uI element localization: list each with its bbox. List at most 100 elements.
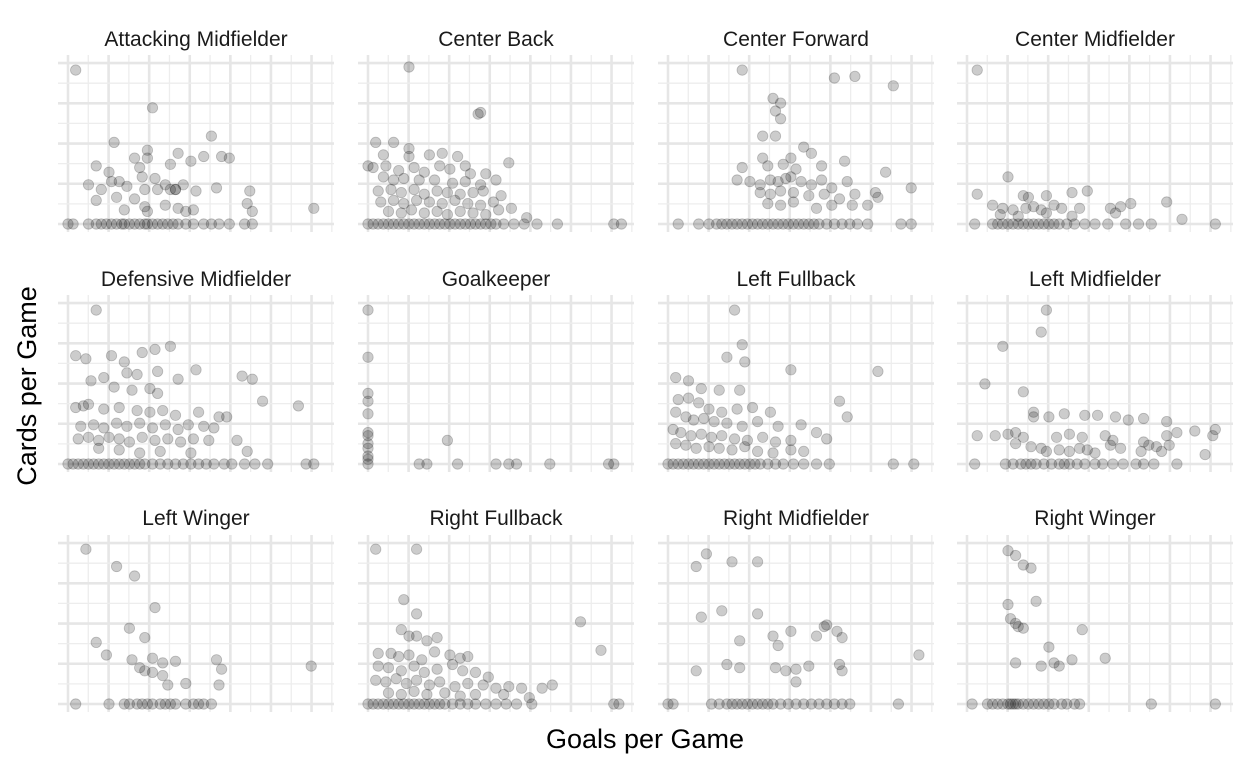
scatter-point (62, 458, 74, 470)
scatter-point (821, 433, 833, 445)
scatter-point (1012, 218, 1024, 230)
scatter-point (139, 631, 151, 644)
scatter-point (734, 384, 746, 396)
scatter-point (241, 445, 253, 457)
scatter-point (93, 434, 105, 446)
scatter-point (1043, 411, 1055, 423)
scatter-point (1017, 559, 1029, 571)
scatter-point (177, 458, 189, 470)
scatter-point (1097, 458, 1109, 470)
scatter-point (180, 205, 192, 217)
scatter-point (1102, 218, 1114, 230)
scatter-point (157, 404, 169, 417)
scatter-point (93, 458, 105, 470)
scatter-point (774, 113, 787, 125)
scatter-point (1025, 441, 1037, 453)
facet-title: Center Back (438, 28, 554, 51)
scatter-point (467, 207, 479, 219)
scatter-point (136, 346, 148, 359)
scatter-point (393, 218, 405, 230)
scatter-point (446, 698, 459, 710)
scatter-point (608, 458, 620, 470)
scatter-point (767, 92, 779, 105)
scatter-point (739, 356, 751, 368)
scatter-point (670, 406, 682, 418)
scatter-point (457, 665, 469, 677)
scatter-point (462, 198, 474, 210)
scatter-point (736, 339, 748, 351)
scatter-point (741, 698, 754, 710)
scatter-point (403, 143, 415, 155)
scatter-point (803, 218, 815, 230)
scatter-point (492, 204, 505, 216)
scatter-point (1007, 204, 1019, 216)
scatter-point (1074, 442, 1086, 454)
facet-panel: Left Midfielder (957, 268, 1233, 472)
scatter-point (244, 185, 256, 197)
scatter-point (121, 367, 133, 379)
scatter-point (828, 72, 841, 84)
gridlines (957, 295, 1233, 472)
facet-panel: Attacking Midfielder (58, 28, 334, 232)
scatter-point (777, 218, 789, 230)
scatter-point (121, 420, 133, 432)
scatter-point (693, 218, 705, 230)
scatter-point (162, 218, 174, 230)
scatter-point (1099, 430, 1111, 442)
scatter-point (810, 426, 823, 439)
scatter-point (362, 408, 374, 420)
scatter-point (798, 445, 810, 457)
facet-panel: Defensive Midfielder (58, 268, 334, 472)
scatter-point (428, 174, 441, 186)
scatter-point (731, 403, 743, 415)
scatter-point (1068, 698, 1081, 710)
scatter-point (1007, 218, 1019, 230)
scatter-point (82, 431, 95, 443)
scatter-point (193, 406, 205, 418)
scatter-point (787, 187, 800, 199)
scatter-point (398, 594, 410, 606)
scatter-point (1009, 657, 1022, 669)
scatter-point (123, 458, 135, 470)
scatter-point (487, 196, 499, 208)
scatter-point (736, 420, 748, 432)
scatter-point (1066, 187, 1078, 199)
scatter-point (159, 419, 171, 431)
gridlines (358, 55, 634, 232)
scatter-point (462, 650, 474, 663)
scatter-point (1002, 545, 1014, 557)
scatter-point (772, 218, 784, 230)
scatter-point (375, 196, 387, 208)
scatter-point (986, 698, 999, 710)
scatter-point (1030, 595, 1042, 607)
scatter-point (685, 430, 697, 442)
facet-title: Left Fullback (736, 268, 856, 291)
scatter-point (981, 698, 994, 710)
scatter-point (767, 218, 779, 230)
scatter-point (836, 698, 848, 710)
scatter-point (180, 677, 192, 690)
facet-panel: Center Forward (658, 28, 934, 232)
scatter-point (408, 218, 420, 230)
facet-panel: Center Midfielder (957, 28, 1233, 232)
scatter-point (757, 152, 769, 164)
scatter-point (690, 442, 702, 454)
scatter-point (100, 649, 113, 661)
scatter-point (164, 340, 176, 352)
scatter-point (841, 176, 853, 188)
scatter-point (149, 343, 161, 355)
scatter-point (670, 437, 682, 450)
scatter-point (1163, 439, 1175, 451)
scatter-point (741, 434, 754, 446)
scatter-point (872, 191, 884, 203)
scatter-point (139, 183, 151, 196)
scatter-point (1035, 660, 1047, 672)
scatter-point (1012, 698, 1024, 710)
scatter-point (134, 218, 146, 230)
scatter-point (1135, 445, 1147, 457)
scatter-point (844, 698, 856, 710)
scatter-point (1004, 613, 1017, 625)
scatter-point (831, 625, 843, 637)
scatter-point (210, 654, 223, 666)
scatter-point (405, 204, 418, 216)
